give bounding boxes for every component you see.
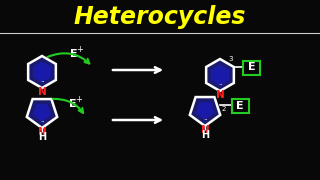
Text: +: + — [76, 44, 84, 53]
Text: H: H — [201, 130, 209, 140]
Polygon shape — [27, 99, 57, 128]
Text: ··: ·· — [218, 82, 223, 88]
Text: +: + — [76, 94, 83, 103]
Polygon shape — [211, 65, 229, 85]
Polygon shape — [190, 97, 220, 126]
Polygon shape — [196, 102, 214, 120]
Text: 3: 3 — [228, 56, 233, 62]
Text: E: E — [248, 62, 256, 73]
FancyBboxPatch shape — [243, 60, 260, 75]
Text: ··: ·· — [40, 79, 45, 85]
Polygon shape — [33, 62, 51, 82]
Text: N: N — [38, 87, 46, 97]
Text: H: H — [38, 132, 46, 142]
Text: N: N — [38, 127, 46, 137]
FancyBboxPatch shape — [232, 99, 249, 112]
Text: E: E — [70, 49, 78, 59]
Text: 2: 2 — [221, 106, 226, 112]
FancyArrowPatch shape — [53, 99, 83, 113]
Text: N: N — [216, 90, 224, 100]
Text: ··: ·· — [203, 117, 208, 123]
Text: N: N — [201, 125, 209, 135]
Polygon shape — [33, 104, 51, 122]
FancyArrowPatch shape — [48, 53, 89, 64]
Text: Heterocycles: Heterocycles — [74, 5, 246, 29]
Polygon shape — [28, 56, 56, 88]
Polygon shape — [206, 59, 234, 91]
Text: E: E — [69, 99, 77, 109]
Text: E: E — [236, 101, 244, 111]
Text: ··: ·· — [40, 119, 45, 125]
